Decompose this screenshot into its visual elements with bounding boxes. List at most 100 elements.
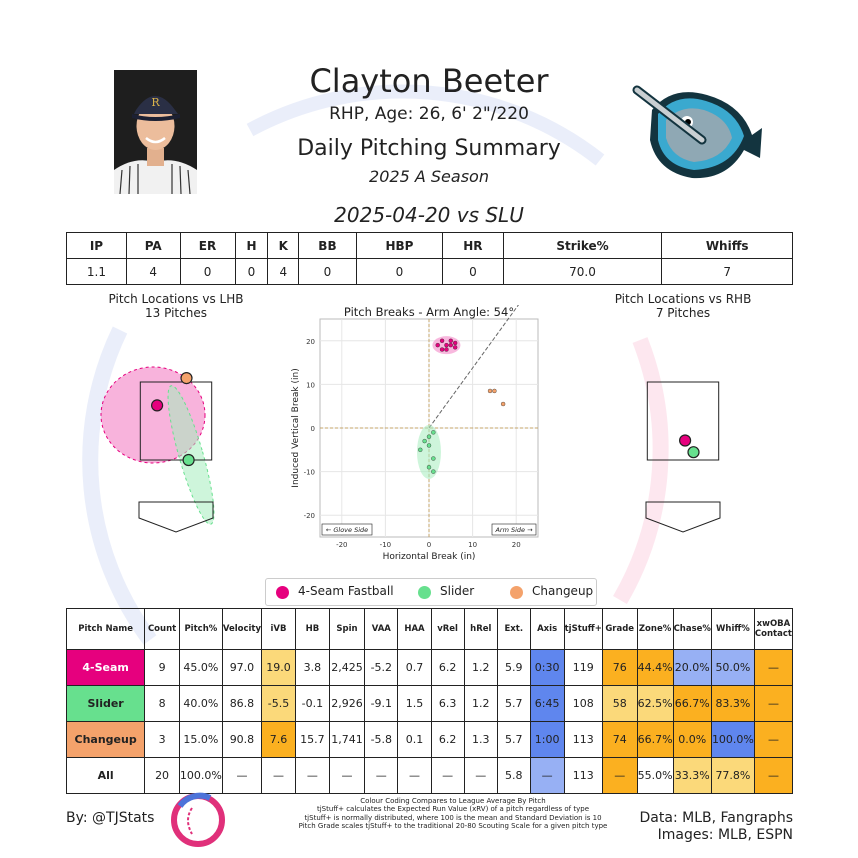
y-tick-label: 20 — [306, 338, 315, 346]
pitch-table-cell: 0:30 — [529, 649, 565, 686]
pitch-table-cell: 50.0% — [710, 649, 755, 686]
y-axis-label: Induced Vertical Break (in) — [291, 368, 301, 487]
images-source: Images: MLB, ESPN — [657, 827, 793, 843]
pitch-table-cell: -9.1 — [364, 685, 399, 722]
footer-note: Colour Coding Compares to League Average… — [360, 797, 546, 805]
pitch-table-cell: 1.2 — [463, 649, 498, 686]
pitch-break-point — [500, 401, 506, 407]
pitch-table-header-row: Pitch Name Count Pitch% Velocity iVB HB Spin VA… — [65, 608, 794, 650]
pitch-name-cell: Changeup — [65, 721, 146, 758]
pitch-table-cell: — — [328, 757, 366, 794]
pitch-table-header: hRel — [463, 608, 498, 650]
glove-side-label: ← Glove Side — [326, 526, 368, 534]
pitch-table-cell: 20.0% — [672, 649, 712, 686]
pitch-table-row: Slider 8 40.0% 86.8 -5.5 -0.1 2,926 -9.1 1.5 6.3 1… — [65, 685, 794, 722]
pitch-table-cell: — — [364, 757, 399, 794]
pitch-table-cell: 0.0% — [672, 721, 712, 758]
svg-text:R: R — [151, 96, 160, 109]
pitch-table-cell: — — [753, 685, 794, 722]
pitch-breaks-plot: -20 -10 0 10 20 -20 -10 0 10 20 Pitch Breaks - Arm… — [291, 305, 539, 562]
pitch-table-cell: — — [753, 721, 794, 758]
pitch-metrics-table: Pitch Name Count Pitch% Velocity iVB HB Spin VA… — [65, 608, 794, 794]
pitch-table-cell: 15.0% — [178, 721, 223, 758]
y-tick-label: -10 — [304, 469, 315, 477]
pitch-location-point — [150, 399, 164, 412]
pitch-table-cell: — — [221, 757, 263, 794]
pitch-table-cell: 45.0% — [178, 649, 223, 686]
pitch-break-point — [431, 430, 436, 435]
pitch-table-cell: 119 — [563, 649, 603, 686]
slider-break-ellipse — [417, 424, 441, 479]
pitch-location-point — [678, 434, 692, 447]
y-tick-label: 10 — [306, 381, 315, 389]
pitch-table-header: Ext. — [496, 608, 531, 650]
pitch-table-cell: -0.1 — [294, 685, 330, 722]
pitch-table-cell: 6.2 — [430, 649, 465, 686]
pitch-table-cell: -5.5 — [261, 685, 296, 722]
pitch-table-cell: 1,741 — [328, 721, 366, 758]
summary-header: PA — [125, 232, 181, 259]
rhb-subtitle: 7 Pitches — [655, 306, 711, 320]
pitch-table-cell: 33.3% — [672, 757, 712, 794]
pitch-table-row: Changeup 3 15.0% 90.8 7.6 15.7 1,741 -5.8 0.1 6.2… — [65, 721, 794, 758]
pitch-name-cell: All — [65, 757, 146, 794]
pitch-table-header: Pitch% — [178, 608, 223, 650]
summary-value-row: 1.1 4 0 0 4 0 0 0 70.0 7 — [66, 258, 793, 285]
pitch-table-header: Pitch Name — [65, 608, 146, 650]
summary-header: Whiffs — [661, 232, 793, 259]
pitch-break-point — [426, 434, 432, 439]
pitch-table-cell: — — [430, 757, 465, 794]
summary-header-row: IP PA ER H K BB HBP HR Strike% Whiffs — [66, 232, 793, 259]
pitch-table-cell: 1.5 — [397, 685, 432, 722]
pitch-table-cell: 90.8 — [221, 721, 263, 758]
pitch-table-cell: — — [261, 757, 296, 794]
data-source: Data: MLB, Fangraphs — [639, 810, 793, 826]
summary-value: 0 — [298, 258, 357, 285]
pitch-location-point — [180, 371, 193, 385]
pitch-table-cell: — — [753, 757, 794, 794]
footer-note: Pitch Grade scales tjStuff+ to the tradi… — [298, 821, 608, 830]
pitch-table-cell: 62.5% — [636, 685, 674, 722]
summary-value: 7 — [661, 258, 793, 285]
pitch-table-cell: 40.0% — [178, 685, 223, 722]
footer-note: tjStuff+ is normally distributed, where … — [304, 813, 602, 822]
arm-side-box — [491, 523, 537, 536]
pitch-table-header: vRel — [430, 608, 465, 650]
summary-value: 4 — [267, 258, 300, 285]
pitch-table-header: VAA — [364, 608, 399, 650]
summary-stats-table: IP PA ER H K BB HBP HR Strike% Whiffs 1.… — [66, 232, 793, 285]
pitch-table-header: HAA — [397, 608, 432, 650]
pitch-break-point — [448, 342, 454, 348]
pitch-table-cell: 6:45 — [529, 685, 565, 722]
pitch-break-point — [492, 388, 497, 394]
footer-note: tjStuff+ calculates the Expected Run Val… — [316, 805, 589, 814]
pitch-table-header: Chase% — [672, 608, 712, 650]
rhb-plot-title: Pitch Locations vs RHB 7 Pitches — [573, 292, 793, 320]
home-plate — [138, 501, 214, 533]
pitch-table-cell: 113 — [563, 757, 603, 794]
lhb-title: Pitch Locations vs LHB — [108, 292, 244, 306]
pitch-table-row: All 20 100.0% — — — — — — — —5.8—113—55.0% 33.3% 77.… — [65, 757, 794, 794]
lhb-plot-title: Pitch Locations vs LHB 13 Pitches — [66, 292, 286, 320]
summary-value: 4 — [125, 258, 181, 285]
summary-header: BB — [298, 232, 357, 259]
pitch-break-point — [452, 345, 458, 350]
legend-slider-label: Slider — [440, 584, 475, 598]
pitch-break-point — [426, 443, 432, 448]
pitch-name-cell: Slider — [65, 685, 146, 722]
legend-fastball-label: 4-Seam Fastball — [298, 584, 394, 598]
pitch-table-cell: 58 — [601, 685, 638, 722]
pitch-table-cell: 108 — [563, 685, 603, 722]
summary-header: Strike% — [502, 232, 663, 259]
pitch-break-point — [487, 388, 493, 394]
pitch-table-cell: 44.4% — [636, 649, 674, 686]
pitch-table-cell: — — [753, 649, 794, 686]
glove-side-box — [321, 523, 373, 536]
arm-angle-line — [428, 305, 519, 429]
pitch-table-header: Whiff% — [710, 608, 755, 650]
pitch-table-cell: 77.8% — [710, 757, 755, 794]
summary-header: ER — [179, 232, 236, 259]
summary-header: HBP — [355, 232, 444, 259]
breaks-title: Pitch Breaks - Arm Angle: 54° — [344, 305, 514, 319]
pitch-break-point — [448, 338, 454, 343]
